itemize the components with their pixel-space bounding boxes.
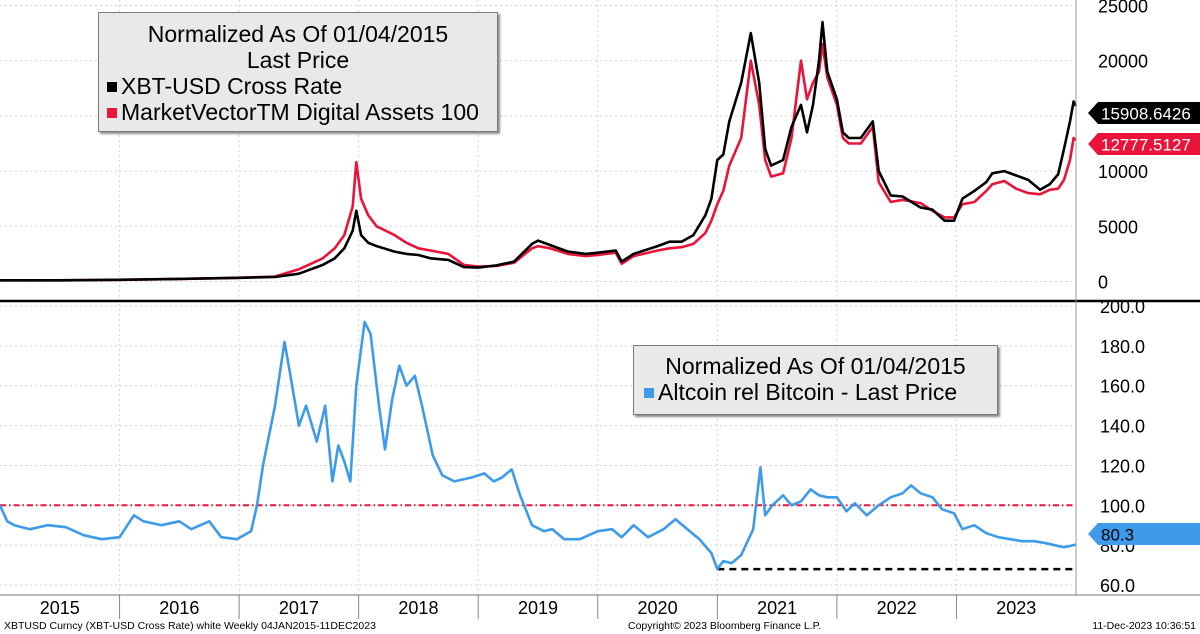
bottom-y-tick-label: 180.0: [1100, 337, 1145, 357]
footer-left: XBTUSD Curncy (XBT-USD Cross Rate) white…: [4, 620, 376, 632]
last-tag-xbt-box: [1088, 102, 1200, 124]
series-altcoin-line: [0, 320, 1077, 571]
legend-entry-mvda: MarketVectorTM Digital Assets 100: [107, 99, 489, 125]
top-y-tick-label: 5000: [1098, 217, 1138, 237]
bottom-legend: Normalized As Of 01/04/2015 Altcoin rel …: [633, 345, 998, 415]
bottom-y-tick-label: 160.0: [1100, 377, 1145, 397]
series-lines: [0, 20, 1078, 571]
top-y-tick-label: 20000: [1098, 52, 1148, 72]
bottom-legend-title: Normalized As Of 01/04/2015: [665, 353, 966, 379]
last-value-tags: 15908.6426 12777.5127 80.3: [1088, 102, 1200, 545]
legend-swatch-blue: [644, 388, 654, 398]
legend-entry-xbt: XBT-USD Cross Rate: [107, 73, 489, 99]
bottom-y-tick-label: 120.0: [1100, 456, 1145, 476]
series-xbt-line: [0, 20, 1078, 282]
y-tick-labels: 050001000015000200002500060.080.0100.012…: [1098, 0, 1148, 596]
x-tick-label: 2022: [877, 598, 917, 618]
bottom-y-tick-label: 200.0: [1100, 297, 1145, 317]
x-tick-labels: 2015 2016 2017 2018 2019 2020 2021 2022 2023: [40, 598, 1036, 618]
last-tag-altcoin-box: [1088, 523, 1200, 545]
legend-entry-altcoin: Altcoin rel Bitcoin - Last Price: [644, 379, 987, 405]
x-tick-label: 2018: [398, 598, 438, 618]
x-tick-label: 2016: [159, 598, 199, 618]
top-legend-subtitle: Last Price: [246, 47, 350, 73]
x-tick-label: 2021: [757, 598, 797, 618]
bottom-y-tick-label: 100.0: [1100, 496, 1145, 516]
last-tag-xbt-text: 15908.6426: [1101, 105, 1191, 124]
x-tick-label: 2015: [40, 598, 80, 618]
last-tag-altcoin-text: 80.3: [1101, 526, 1134, 545]
legend-swatch-red: [107, 108, 117, 118]
legend-swatch-black: [107, 82, 117, 92]
top-y-tick-label: 0: [1098, 272, 1108, 292]
reference-lines: [0, 504, 1076, 571]
top-y-tick-label: 10000: [1098, 162, 1148, 182]
last-tag-altcoin: 80.3: [1088, 523, 1200, 545]
x-tick-label: 2023: [996, 598, 1036, 618]
top-y-tick-label: 25000: [1098, 0, 1148, 17]
bottom-y-tick-label: 60.0: [1100, 576, 1135, 596]
last-tag-mvda-text: 12777.5127: [1101, 136, 1191, 155]
top-panel-gridlines: [0, 5, 1076, 282]
legend-label-altcoin: Altcoin rel Bitcoin - Last Price: [658, 379, 958, 405]
footer-center: Copyright© 2023 Bloomberg Finance L.P.: [628, 620, 822, 632]
last-tag-xbt: 15908.6426: [1088, 102, 1200, 124]
last-tag-mvda-box: [1088, 133, 1200, 155]
year-gridlines: [119, 0, 957, 619]
top-legend-title: Normalized As Of 01/04/2015: [147, 21, 449, 47]
x-tick-label: 2017: [279, 598, 319, 618]
bottom-y-tick-label: 140.0: [1100, 417, 1145, 437]
x-tick-label: 2020: [638, 598, 678, 618]
footer-right: 11-Dec-2023 10:36:51: [1092, 620, 1196, 632]
legend-label-mvda: MarketVectorTM Digital Assets 100: [121, 99, 479, 125]
top-legend: Normalized As Of 01/04/2015 Last Price X…: [98, 12, 498, 132]
x-tick-label: 2019: [518, 598, 558, 618]
legend-label-xbt: XBT-USD Cross Rate: [121, 73, 343, 99]
last-tag-mvda: 12777.5127: [1088, 133, 1200, 155]
